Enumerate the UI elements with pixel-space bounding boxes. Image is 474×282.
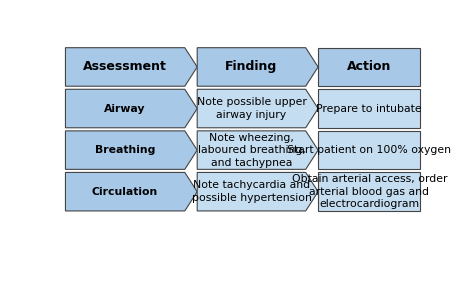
Polygon shape [65, 89, 197, 128]
Text: Note possible upper
airway injury: Note possible upper airway injury [197, 97, 306, 120]
Polygon shape [318, 131, 420, 169]
Polygon shape [318, 89, 420, 128]
Polygon shape [65, 172, 197, 211]
Polygon shape [318, 48, 420, 86]
Text: Action: Action [347, 60, 392, 73]
Text: Obtain arterial access, order
arterial blood gas and
electrocardiogram: Obtain arterial access, order arterial b… [292, 174, 447, 209]
Polygon shape [197, 89, 318, 128]
Text: Airway: Airway [104, 103, 146, 114]
Polygon shape [318, 172, 420, 211]
Text: Note wheezing,
laboured breathing,
and tachypnea: Note wheezing, laboured breathing, and t… [198, 133, 305, 168]
Text: Breathing: Breathing [95, 145, 155, 155]
Polygon shape [65, 131, 197, 169]
Polygon shape [197, 172, 318, 211]
Text: Assessment: Assessment [83, 60, 167, 73]
Text: Note tachycardia and
possible hypertension: Note tachycardia and possible hypertensi… [191, 180, 311, 203]
Text: Prepare to intubate: Prepare to intubate [317, 103, 422, 114]
Polygon shape [197, 48, 318, 86]
Text: Start patient on 100% oxygen: Start patient on 100% oxygen [287, 145, 451, 155]
Polygon shape [197, 131, 318, 169]
Text: Finding: Finding [225, 60, 278, 73]
Text: Circulation: Circulation [92, 187, 158, 197]
Polygon shape [65, 48, 197, 86]
